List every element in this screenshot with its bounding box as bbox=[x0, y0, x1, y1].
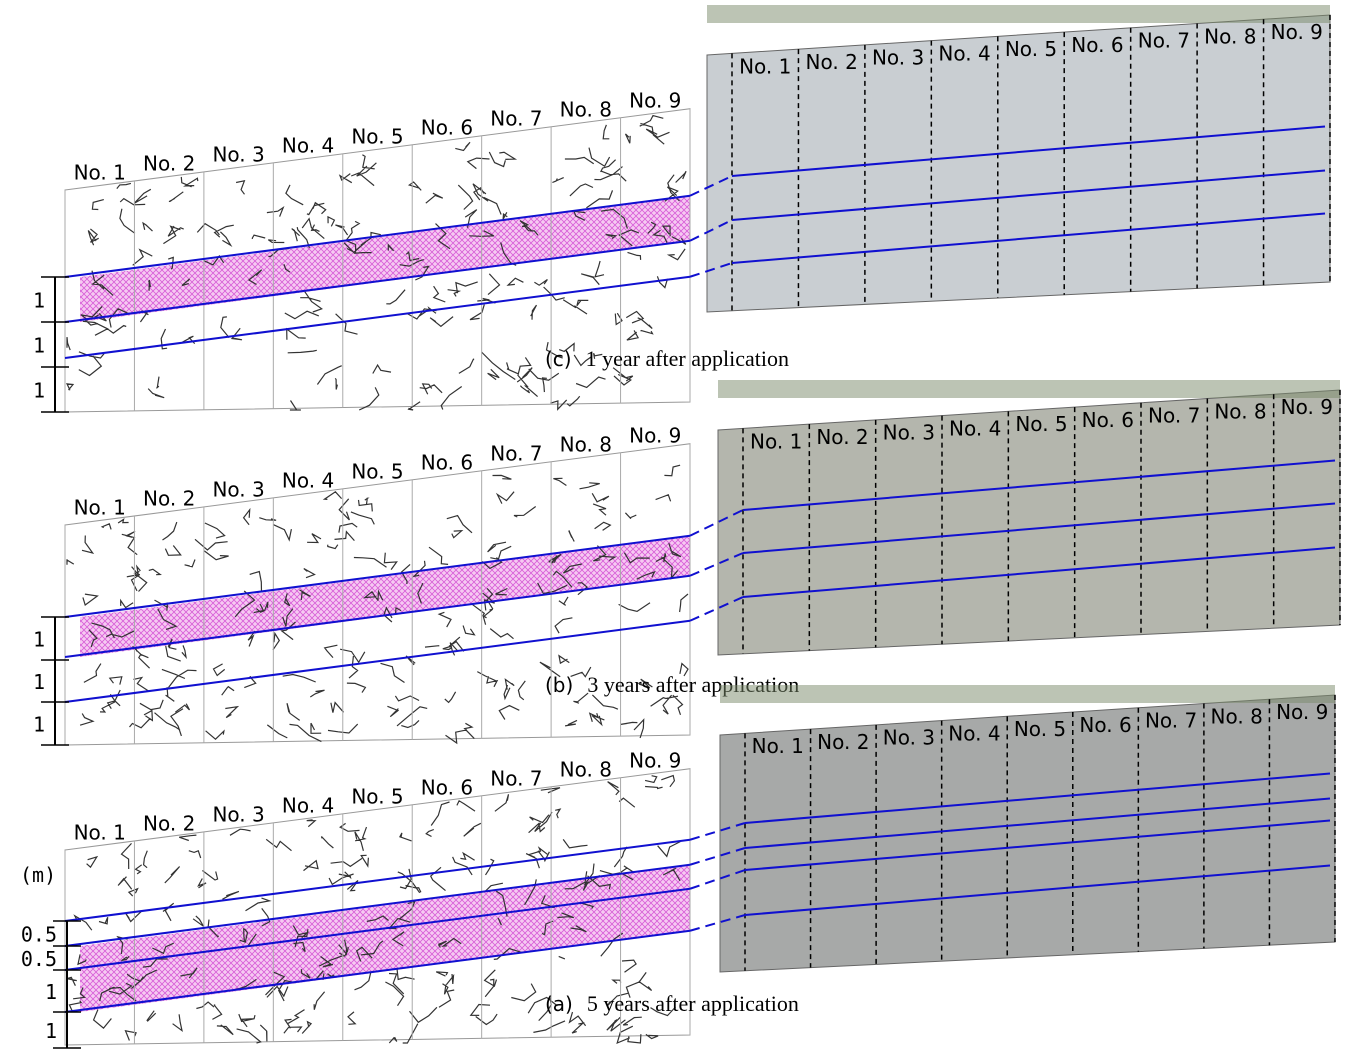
column-label: No. 5 bbox=[1014, 717, 1066, 741]
column-label: No. 2 bbox=[143, 811, 195, 835]
panel: No. 1 No. 2 No. 3 No. 4 No. 5 No. 6 No. 7 No. 8… bbox=[33, 5, 1330, 412]
column-label: No. 3 bbox=[883, 421, 935, 445]
column-label: No. 1 bbox=[739, 54, 791, 78]
caption-label: (c) bbox=[545, 347, 572, 371]
figure: No. 1 No. 2 No. 3 No. 4 No. 5 No. 6 No. 7 No. 8… bbox=[0, 0, 1352, 1052]
wall-top bbox=[720, 685, 1335, 703]
column-label: No. 1 bbox=[74, 820, 126, 844]
scale-label: 1 bbox=[33, 670, 45, 694]
column-label: No. 9 bbox=[1271, 20, 1323, 44]
scale-label: 1 bbox=[45, 980, 57, 1004]
column-label: No. 7 bbox=[1138, 29, 1190, 53]
column-label: No. 8 bbox=[560, 432, 612, 456]
column-label: No. 5 bbox=[351, 459, 403, 483]
column-label: No. 6 bbox=[421, 775, 473, 799]
scale-label: 1 bbox=[33, 334, 45, 358]
column-label: No. 3 bbox=[212, 142, 264, 166]
column-label: No. 6 bbox=[1082, 408, 1134, 432]
column-label: No. 5 bbox=[351, 124, 403, 148]
column-label: No. 3 bbox=[883, 726, 935, 750]
column-label: No. 9 bbox=[629, 88, 681, 112]
scale-label: 1 bbox=[33, 289, 45, 313]
page: No. 1 No. 2 No. 3 No. 4 No. 5 No. 6 No. 7 No. 8… bbox=[0, 0, 1352, 1052]
column-label: No. 2 bbox=[806, 50, 858, 74]
column-label: No. 5 bbox=[1015, 412, 1067, 436]
caption-label: (a) bbox=[545, 992, 573, 1016]
column-label: No. 8 bbox=[560, 757, 612, 781]
column-label: No. 2 bbox=[143, 486, 195, 510]
column-label: No. 2 bbox=[143, 151, 195, 175]
column-label: No. 9 bbox=[1281, 395, 1333, 419]
column-label: No. 1 bbox=[74, 160, 126, 184]
column-label: No. 7 bbox=[490, 441, 542, 465]
unit-label: (m) bbox=[20, 863, 56, 887]
scale-label: 0.5 bbox=[21, 923, 57, 947]
column-label: No. 4 bbox=[282, 793, 334, 817]
column-label: No. 4 bbox=[938, 41, 990, 65]
column-label: No. 4 bbox=[949, 416, 1001, 440]
column-label: No. 7 bbox=[1148, 404, 1200, 428]
wall-top bbox=[707, 5, 1330, 23]
column-label: No. 5 bbox=[1005, 37, 1057, 61]
column-label: No. 5 bbox=[351, 784, 403, 808]
scale-label: 0.5 bbox=[21, 947, 57, 971]
column-label: No. 7 bbox=[1145, 709, 1197, 733]
column-label: No. 3 bbox=[872, 46, 924, 70]
column-label: No. 6 bbox=[421, 115, 473, 139]
column-label: No. 1 bbox=[752, 734, 804, 758]
scale-label: 1 bbox=[45, 1019, 57, 1043]
column-label: No. 7 bbox=[490, 766, 542, 790]
column-label: No. 4 bbox=[948, 721, 1000, 745]
column-label: No. 1 bbox=[750, 429, 802, 453]
scale-label: 1 bbox=[33, 713, 45, 737]
column-label: No. 8 bbox=[560, 97, 612, 121]
column-label: No. 4 bbox=[282, 133, 334, 157]
column-label: No. 6 bbox=[421, 450, 473, 474]
scale-label: 1 bbox=[33, 379, 45, 403]
column-label: No. 3 bbox=[212, 802, 264, 826]
column-label: No. 3 bbox=[212, 477, 264, 501]
column-label: No. 9 bbox=[629, 748, 681, 772]
column-label: No. 7 bbox=[490, 106, 542, 130]
column-label: No. 9 bbox=[1276, 700, 1328, 724]
column-label: No. 2 bbox=[817, 730, 869, 754]
caption-label: (b) bbox=[545, 673, 573, 697]
column-label: No. 6 bbox=[1079, 713, 1131, 737]
column-label: No. 1 bbox=[74, 495, 126, 519]
column-label: No. 9 bbox=[629, 423, 681, 447]
column-label: No. 8 bbox=[1211, 704, 1263, 728]
scale-label: 1 bbox=[33, 628, 45, 652]
column-label: No. 6 bbox=[1071, 33, 1123, 57]
wall-top bbox=[718, 380, 1340, 398]
column-label: No. 8 bbox=[1214, 399, 1266, 423]
caption-text: 5 years after application bbox=[587, 991, 799, 1016]
caption-text: 1 year after application bbox=[586, 346, 789, 371]
column-label: No. 4 bbox=[282, 468, 334, 492]
column-label: No. 8 bbox=[1204, 24, 1256, 48]
column-label: No. 2 bbox=[816, 425, 868, 449]
